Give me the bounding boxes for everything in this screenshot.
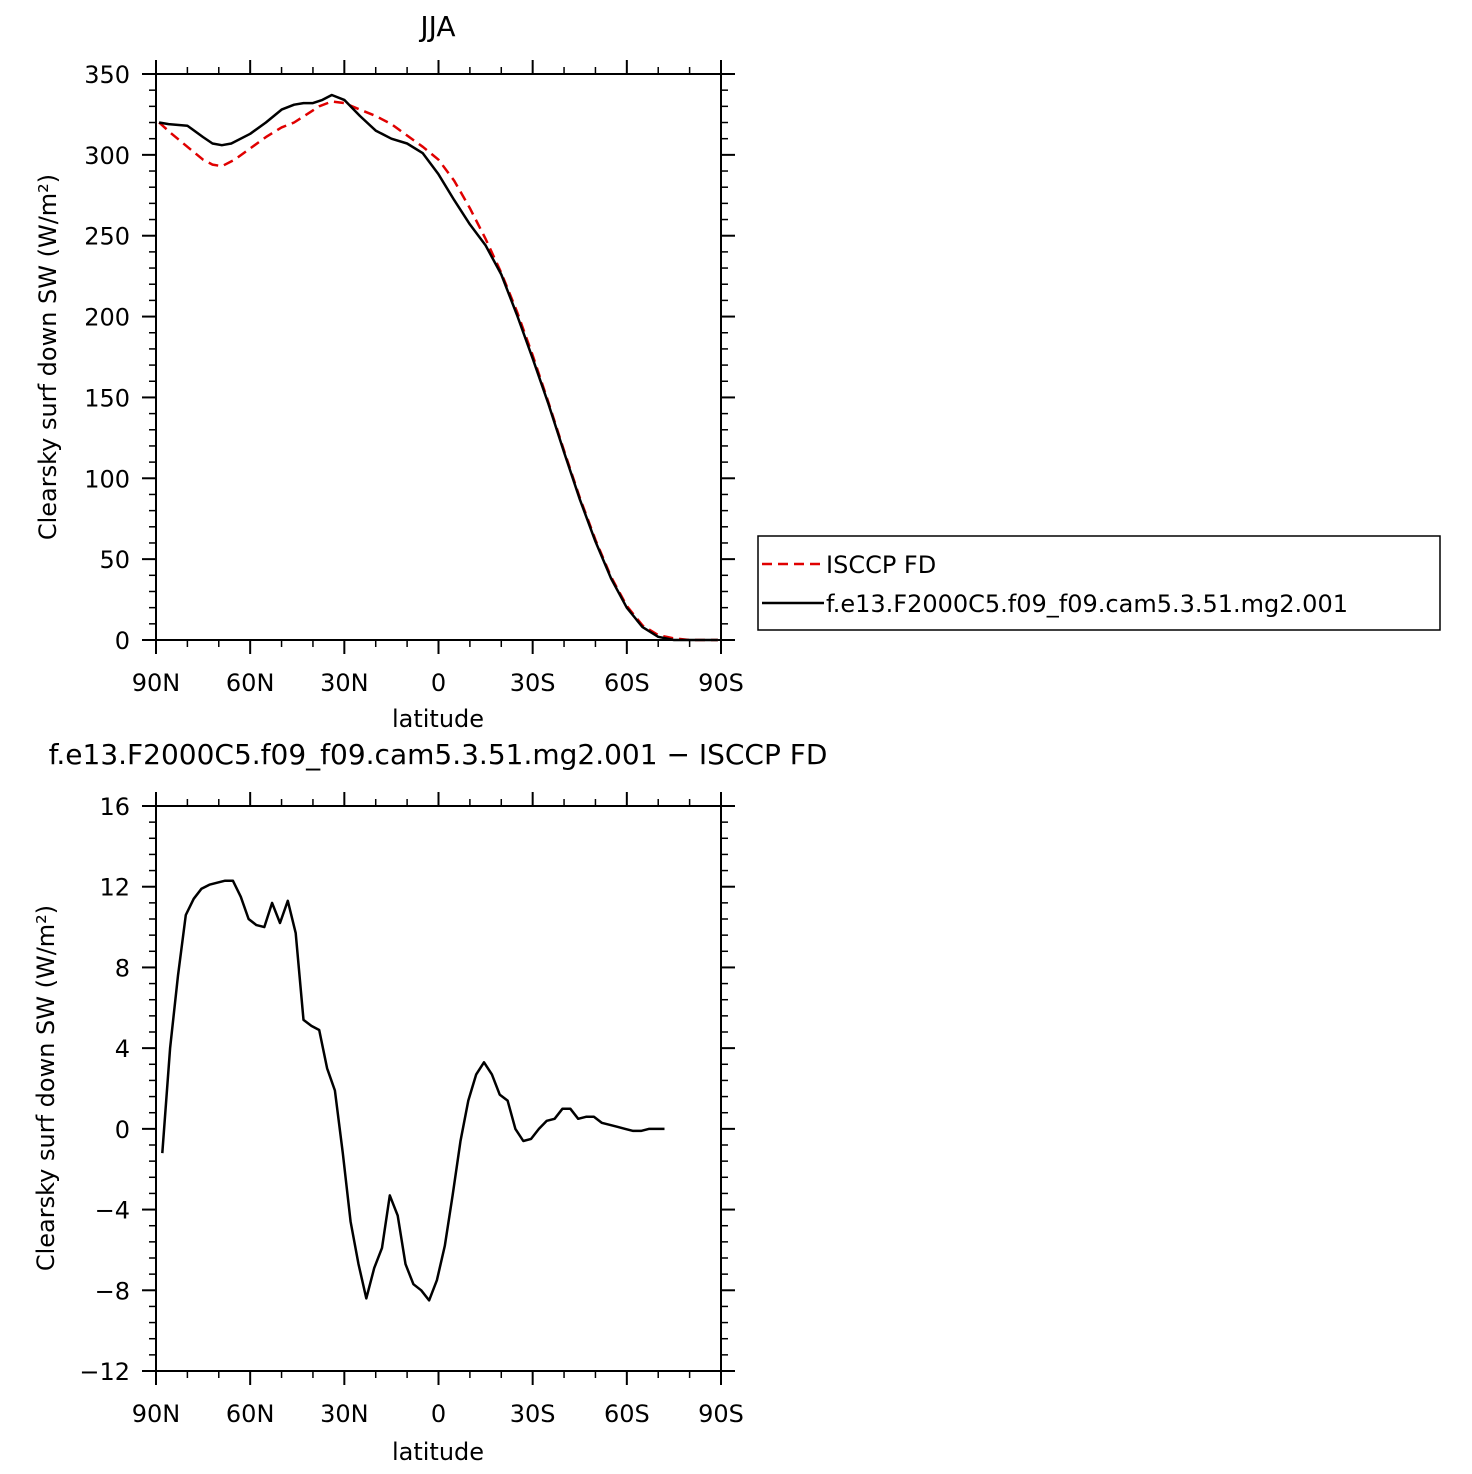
bottom-panel: f.e13.F2000C5.f09_f09.cam5.3.51.mg2.001 … (32, 738, 827, 1466)
bottom-x-axis-title: latitude (392, 1438, 484, 1466)
top-lines (158, 93, 718, 642)
bottom-title: f.e13.F2000C5.f09_f09.cam5.3.51.mg2.001 … (49, 738, 828, 771)
top-x-tick-label: 90S (698, 669, 744, 697)
bottom-y-tick-label: 16 (99, 793, 130, 821)
top-series-line-1 (158, 93, 718, 642)
top-x-tick-label: 0 (431, 669, 446, 697)
bottom-plot-frame (155, 805, 722, 1372)
legend: ISCCP FD f.e13.F2000C5.f09_f09.cam5.3.51… (757, 535, 1441, 631)
bottom-x-tick-label: 60S (604, 1400, 650, 1428)
bottom-ticks: 90N 60N 30N 0 30S 60S 90S −12 −8 −4 0 4 8 12 16 (79, 792, 744, 1428)
bottom-x-tick-label: 60N (226, 1400, 275, 1428)
bottom-x-tick-label: 90S (698, 1400, 744, 1428)
top-y-tick-label: 50 (99, 546, 130, 574)
bottom-x-tick-label: 0 (431, 1400, 446, 1428)
bottom-series-line-0 (161, 879, 665, 1302)
legend-label-isccp: ISCCP FD (826, 551, 936, 579)
bottom-y-axis-title: Clearsky surf down SW (W/m²) (32, 905, 60, 1271)
top-y-tick-label: 150 (84, 384, 130, 412)
bottom-x-tick-label: 30S (510, 1400, 556, 1428)
top-y-tick-label: 300 (84, 142, 130, 170)
top-y-tick-label: 250 (84, 223, 130, 251)
bottom-lines (161, 879, 665, 1302)
top-x-tick-label: 60S (604, 669, 650, 697)
top-title: JJA (418, 10, 455, 43)
top-y-tick-label: 200 (84, 304, 130, 332)
bottom-x-tick-label: 30N (320, 1400, 369, 1428)
bottom-y-tick-label: 12 (99, 874, 130, 902)
legend-label-model: f.e13.F2000C5.f09_f09.cam5.3.51.mg2.001 (826, 590, 1348, 618)
bottom-y-tick-label: 0 (115, 1116, 130, 1144)
top-y-axis-title: Clearsky surf down SW (W/m²) (34, 174, 62, 540)
bottom-y-tick-label: −12 (79, 1358, 130, 1386)
top-y-tick-label: 100 (84, 465, 130, 493)
bottom-y-tick-label: −8 (95, 1277, 130, 1305)
top-x-axis-title: latitude (392, 705, 484, 733)
top-panel: JJA 90N 60N 30N 0 30S 60S 90S 0 50 100 150 200 250 30… (34, 10, 1441, 733)
top-y-tick-label: 0 (115, 627, 130, 655)
top-series-line-0 (158, 100, 718, 642)
bottom-x-tick-label: 90N (132, 1400, 181, 1428)
top-y-tick-label: 350 (84, 61, 130, 89)
top-x-tick-label: 90N (132, 669, 181, 697)
bottom-y-tick-label: 4 (115, 1035, 130, 1063)
bottom-y-tick-label: 8 (115, 954, 130, 982)
top-x-tick-label: 30N (320, 669, 369, 697)
top-ticks: 90N 60N 30N 0 30S 60S 90S 0 50 100 150 200 250 300 350 (84, 60, 744, 697)
bottom-y-tick-label: −4 (95, 1197, 130, 1225)
top-x-tick-label: 30S (510, 669, 556, 697)
top-x-tick-label: 60N (226, 669, 275, 697)
legend-box (757, 535, 1441, 631)
